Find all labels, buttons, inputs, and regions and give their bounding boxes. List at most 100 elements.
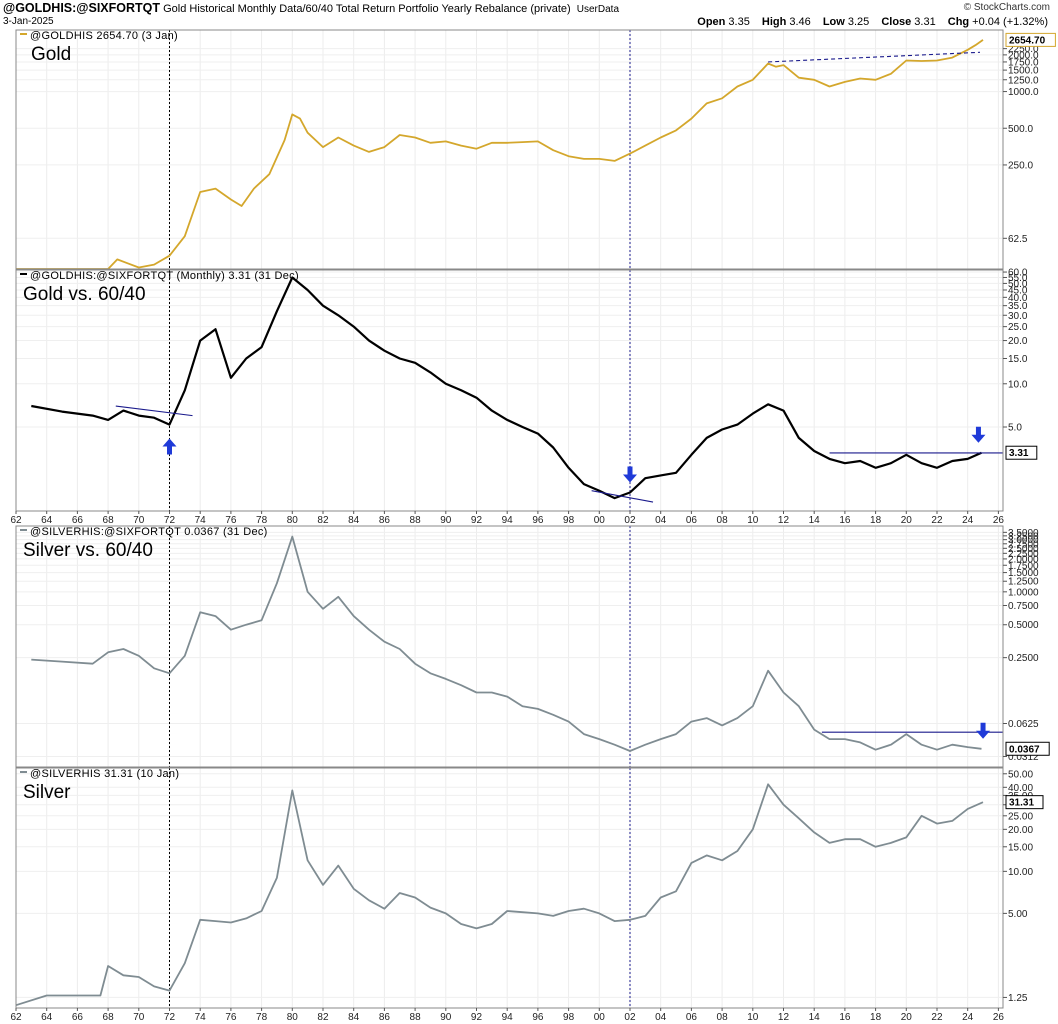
silver-y-tick-label: 25.00 [1008, 811, 1033, 822]
x-tick-label: 26 [993, 515, 1005, 526]
chart-title: @GOLDHIS:@SIXFORTQT Gold Historical Mont… [3, 1, 619, 15]
x-tick-label: 08 [717, 1012, 729, 1023]
x-tick-label: 78 [256, 1012, 268, 1023]
x-tick-label: 62 [10, 515, 22, 526]
x-tick-label: 14 [809, 1012, 821, 1023]
x-tick-label: 72 [164, 1012, 176, 1023]
close-label: Close [881, 16, 912, 28]
x-tick-label: 88 [410, 1012, 422, 1023]
silver-vs-6040-y-tick-label: 1.7500 [1008, 561, 1039, 572]
silver-vs-6040-y-tick-label: 1.2500 [1008, 577, 1039, 588]
gold-y-tick-label: 1250.0 [1008, 75, 1039, 86]
gold-panel-frame [15, 29, 1004, 270]
silver-vs-6040-y-tick-label: 2.5000 [1008, 544, 1039, 555]
gold-vs-6040-arrow-0 [162, 438, 177, 455]
stockcharts-brand: © StockCharts.com [963, 2, 1050, 13]
low-value: 3.25 [847, 16, 870, 28]
gold-y-tick-label: 2000.0 [1008, 50, 1039, 61]
silver-vs-6040-y-tick-label: 2.2500 [1008, 549, 1039, 560]
gold-y-tick-label: 1000.0 [1008, 87, 1039, 98]
series-layer [15, 30, 1003, 1008]
silver-vs-6040-panel-label: Silver vs. 60/40 [23, 540, 153, 561]
x-tick-label: 70 [133, 515, 145, 526]
x-tick-label: 80 [287, 515, 299, 526]
x-tick-label: 16 [839, 515, 851, 526]
gold-vs-6040-arrow-2 [971, 426, 986, 443]
x-tick-label: 22 [931, 515, 943, 526]
x-tick-label: 84 [348, 515, 360, 526]
silver-vs-6040-y-tick-label: 0.7500 [1008, 601, 1039, 612]
chart-header: @GOLDHIS:@SIXFORTQT Gold Historical Mont… [0, 0, 1058, 30]
gold-vs-6040-series-line [31, 276, 982, 500]
x-tick-label: 92 [471, 515, 483, 526]
gold-vs-6040-y-tick-label: 30.0 [1008, 311, 1028, 322]
gold-vs-6040-panel-frame [15, 269, 1004, 512]
gold-vs-6040-trendline-0 [115, 405, 193, 417]
gold-panel-label: Gold [31, 44, 71, 65]
x-tick-label: 86 [379, 515, 391, 526]
silver-panel-label: Silver [23, 782, 71, 803]
silver-vs-6040-y-tick-label: 0.2500 [1008, 653, 1039, 664]
gold-last-value-box [1005, 32, 1056, 47]
gold-vs-6040-y-tick-label: 50.0 [1008, 279, 1028, 290]
gold-vs-6040-last-value-box [1005, 445, 1038, 460]
silver-vs-6040-y-tick-label: 1.0000 [1008, 587, 1039, 598]
gold-vs-6040-last-value-tag: 3.31 [1009, 448, 1029, 459]
gold-vs-6040-y-tick-label: 10.0 [1008, 379, 1028, 390]
x-tick-label: 72 [164, 515, 176, 526]
silver-panel-frame [15, 767, 1004, 1009]
x-tick-label: 26 [993, 1012, 1005, 1023]
silver-y-tick-label: 20.00 [1008, 825, 1033, 836]
gold-series-label: @GOLDHIS 2654.70 (3 Jan) [30, 30, 178, 42]
silver-vs-6040-series-label: @SILVERHIS:@SIXFORTQT 0.0367 (31 Dec) [30, 526, 268, 538]
text-layer: 62.5250.0500.01000.01250.01500.01750.020… [10, 30, 1056, 1023]
x-tick-label: 00 [594, 515, 606, 526]
silver-vs-6040-y-tick-label: 2.7500 [1008, 539, 1039, 550]
high-label: High [761, 16, 787, 28]
silver-last-value-tag: 31.31 [1009, 798, 1034, 809]
gold-vs-6040-y-tick-label: 45.0 [1008, 285, 1028, 296]
x-tick-label: 18 [870, 515, 882, 526]
x-tick-label: 12 [778, 1012, 790, 1023]
x-tick-label: 86 [379, 1012, 391, 1023]
x-tick-label: 04 [655, 515, 667, 526]
silver-series-label: @SILVERHIS 31.31 (10 Jan) [30, 768, 179, 780]
x-tick-label: 82 [317, 515, 329, 526]
open-label: Open [697, 16, 726, 28]
x-tick-label: 68 [103, 1012, 115, 1023]
x-tick-label: 20 [901, 1012, 913, 1023]
x-tick-label: 76 [225, 515, 237, 526]
gold-vs-6040-legend-swatch [20, 273, 27, 275]
silver-vs-6040-y-tick-label: 0.5000 [1008, 620, 1039, 631]
x-tick-label: 80 [287, 1012, 299, 1023]
x-tick-label: 66 [72, 1012, 84, 1023]
gold-vs-6040-y-tick-label: 15.0 [1008, 354, 1028, 365]
silver-legend-swatch [20, 771, 27, 773]
silver-vs-6040-y-tick-label: 3.2500 [1008, 531, 1039, 542]
x-tick-label: 22 [931, 1012, 943, 1023]
x-tick-label: 10 [747, 515, 759, 526]
high-value: 3.46 [789, 16, 811, 28]
silver-y-tick-label: 5.00 [1008, 909, 1028, 920]
silver-vs-6040-arrow-0 [976, 722, 991, 739]
x-tick-label: 76 [225, 1012, 237, 1023]
silver-vs-6040-y-tick-label: 0.0625 [1008, 719, 1039, 730]
x-tick-label: 12 [778, 515, 790, 526]
silver-vs-6040-y-tick-label: 0.0312 [1008, 752, 1039, 763]
gold-vs-6040-panel-label: Gold vs. 60/40 [23, 284, 146, 305]
silver-last-value-box [1005, 795, 1044, 810]
x-tick-label: 68 [103, 515, 115, 526]
x-tick-label: 94 [502, 515, 514, 526]
x-tick-label: 24 [962, 1012, 974, 1023]
silver-vs-6040-panel-frame [15, 525, 1004, 768]
x-tick-label: 98 [563, 1012, 575, 1023]
gold-y-tick-label: 500.0 [1008, 124, 1033, 135]
x-tick-label: 82 [317, 1012, 329, 1023]
silver-vs-6040-y-tick-label: 3.5000 [1008, 528, 1039, 539]
gold-vs-6040-series-label: @GOLDHIS:@SIXFORTQT (Monthly) 3.31 (31 D… [30, 270, 299, 282]
silver-series-line [15, 783, 984, 1007]
silver-y-tick-label: 1.25 [1008, 993, 1028, 1004]
x-tick-label: 90 [440, 515, 452, 526]
gold-y-tick-label: 1750.0 [1008, 57, 1039, 68]
gold-vs-6040-y-tick-label: 5.0 [1008, 422, 1022, 433]
